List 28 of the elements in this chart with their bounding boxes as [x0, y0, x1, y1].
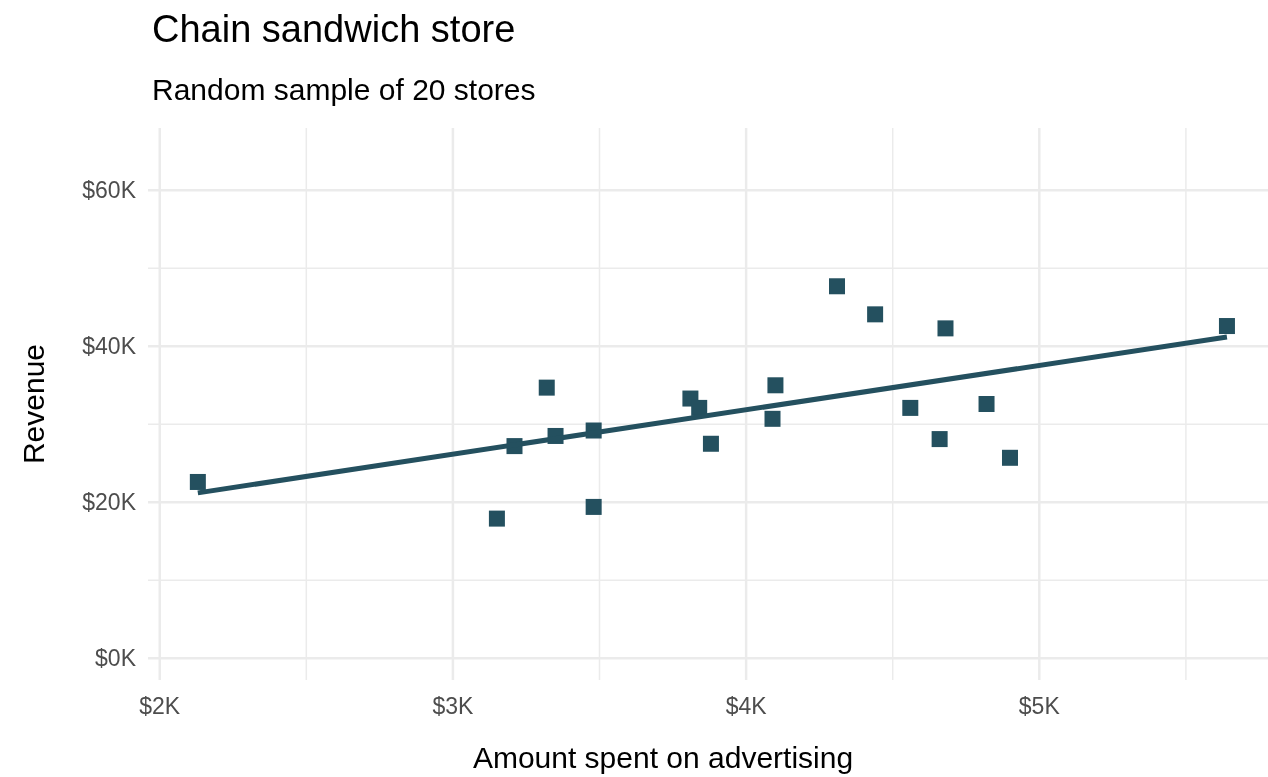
chart-title: Chain sandwich store — [152, 8, 516, 50]
chart-subtitle: Random sample of 20 stores — [152, 73, 536, 106]
point — [1001, 449, 1018, 466]
y-tick-label: $0K — [95, 645, 137, 672]
x-tick-label: $3K — [432, 693, 475, 719]
point — [691, 399, 708, 416]
point — [702, 435, 719, 452]
point — [767, 377, 784, 394]
point — [1218, 318, 1235, 335]
point — [585, 498, 602, 515]
x-tick-label: $2K — [139, 693, 181, 719]
x-axis-title: Amount spent on advertising — [472, 741, 854, 774]
point — [978, 396, 995, 412]
point — [764, 410, 781, 427]
point — [488, 510, 505, 527]
point — [189, 473, 206, 490]
point — [829, 278, 846, 295]
point — [538, 379, 555, 396]
x-tick-label: $5K — [1018, 693, 1061, 719]
y-tick-label: $40K — [82, 333, 137, 360]
point — [867, 306, 884, 323]
point — [937, 320, 954, 337]
y-tick-label: $60K — [82, 177, 137, 204]
point — [902, 399, 919, 416]
y-tick-label: $20K — [82, 489, 137, 516]
x-tick-label: $4K — [725, 693, 768, 719]
y-axis-title: Revenue — [17, 343, 50, 465]
point — [931, 431, 948, 448]
